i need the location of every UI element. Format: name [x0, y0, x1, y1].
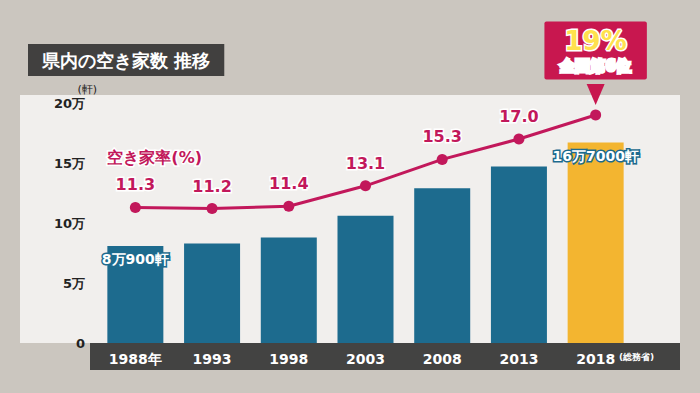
svg-text:1993: 1993	[193, 351, 232, 367]
svg-text:8万900軒: 8万900軒	[102, 251, 169, 267]
svg-text:2013: 2013	[499, 351, 538, 367]
svg-text:11.4: 11.4	[269, 174, 308, 193]
svg-text:2018: 2018	[576, 351, 615, 367]
svg-text:2008: 2008	[423, 351, 462, 367]
svg-text:16万7000軒: 16万7000軒	[552, 148, 638, 164]
svg-text:19%: 19%	[565, 26, 627, 56]
svg-text:(総務省): (総務省)	[619, 352, 654, 362]
svg-text:5万: 5万	[63, 276, 85, 291]
svg-text:11.2: 11.2	[192, 177, 231, 196]
svg-text:空き家率(%): 空き家率(%)	[107, 148, 202, 167]
svg-text:11.3: 11.3	[116, 175, 155, 194]
svg-text:(軒): (軒)	[77, 83, 97, 96]
svg-text:13.1: 13.1	[346, 154, 385, 173]
svg-text:1988年: 1988年	[109, 351, 162, 367]
svg-text:県内の空き家数 推移: 県内の空き家数 推移	[41, 50, 210, 71]
svg-text:17.0: 17.0	[499, 107, 538, 126]
svg-text:20万: 20万	[54, 96, 85, 111]
svg-text:15.3: 15.3	[422, 127, 461, 146]
svg-text:全国第6位: 全国第6位	[559, 57, 630, 75]
svg-text:15万: 15万	[54, 156, 85, 171]
svg-text:1998: 1998	[269, 351, 308, 367]
svg-text:2003: 2003	[346, 351, 385, 367]
svg-text:0: 0	[76, 336, 85, 351]
svg-text:10万: 10万	[54, 216, 85, 231]
